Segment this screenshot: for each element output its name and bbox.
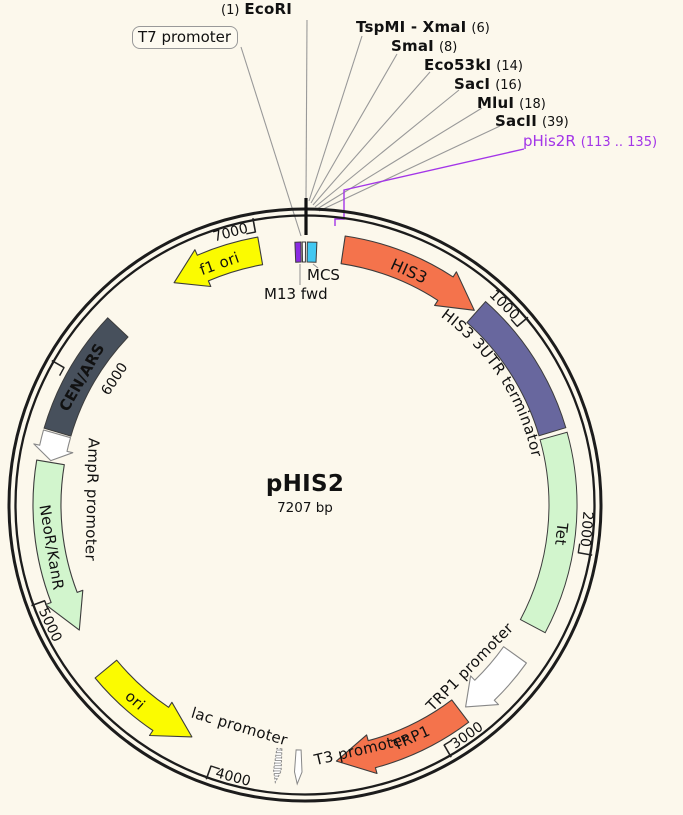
site-position: (39) xyxy=(541,115,569,130)
feature-tet[interactable] xyxy=(519,431,578,634)
leader-line-3 xyxy=(310,53,398,204)
plasmid-name: pHIS2 xyxy=(265,471,345,497)
site-label-sacii[interactable]: SacII (39) xyxy=(495,113,569,131)
tick-4000 xyxy=(205,765,212,780)
site-position: (6) xyxy=(471,21,490,36)
site-name: SacII xyxy=(495,112,537,130)
tick-6000 xyxy=(51,359,65,369)
site-position: (18) xyxy=(519,97,546,112)
site-label-saci[interactable]: SacI (16) xyxy=(454,76,522,94)
site-position: (8) xyxy=(438,40,458,55)
site-position: (14) xyxy=(496,59,523,74)
feature-label-lac-promoter: lac promoter xyxy=(189,704,290,750)
feature-ampr-promoter[interactable] xyxy=(33,429,74,462)
site-name: SacI xyxy=(454,75,491,93)
site-name: EcoRI xyxy=(244,0,292,18)
feature-mcs[interactable] xyxy=(306,241,318,263)
site-label-ecori[interactable]: (1) EcoRI xyxy=(221,1,292,19)
leader-line-2 xyxy=(308,35,363,202)
tick-foot-6000 xyxy=(59,367,65,376)
tick-foot-1000 xyxy=(510,318,518,327)
tick-foot-2000 xyxy=(577,543,581,553)
site-position: (1) xyxy=(221,3,240,18)
m13-fwd-label[interactable]: M13 fwd xyxy=(264,285,328,303)
site-name: MluI xyxy=(477,94,515,112)
leader-line-0 xyxy=(240,46,302,237)
feature-t3-promoter[interactable] xyxy=(293,749,303,786)
feature-ori[interactable] xyxy=(94,659,193,738)
mcs-label[interactable]: MCS xyxy=(307,266,340,284)
feature-trp1-promoter[interactable] xyxy=(465,646,527,708)
feature-neor-kanr[interactable] xyxy=(32,459,84,631)
feature-f1-ori[interactable] xyxy=(173,236,264,288)
site-name: SmaI xyxy=(391,37,434,55)
site-label-mlui[interactable]: MluI (18) xyxy=(477,95,546,113)
plasmid-title-block: pHIS2 7207 bp xyxy=(205,471,405,516)
feature-m13-fwd[interactable] xyxy=(294,241,302,263)
tick-1000 xyxy=(516,316,529,328)
feature-cen-ars[interactable] xyxy=(43,317,129,437)
site-position: (16) xyxy=(495,78,522,93)
tick-2000 xyxy=(577,551,593,556)
tick-foot-7000 xyxy=(246,231,256,235)
primer-label-phis2r[interactable]: pHis2R (113 .. 135) xyxy=(523,133,657,151)
leader-line-5 xyxy=(314,89,460,208)
feature-t7-promoter-site[interactable] xyxy=(301,241,307,263)
tick-foot-4000 xyxy=(210,765,220,770)
feature-lac-promoter[interactable] xyxy=(273,747,283,785)
feature-trp1[interactable] xyxy=(335,699,470,775)
tick-label-2000: 2000 xyxy=(577,511,596,548)
leader-line-6 xyxy=(316,107,483,210)
tick-foot-3000 xyxy=(443,739,453,746)
primer-position: (113 .. 135) xyxy=(580,135,658,150)
site-label-eco53ki[interactable]: Eco53kI (14) xyxy=(424,57,523,75)
t7-promoter-label[interactable]: T7 promoter xyxy=(132,26,239,49)
site-label-tspmi-xmai[interactable]: TspMI - XmaI (6) xyxy=(356,19,490,37)
primer-name: pHis2R xyxy=(523,132,576,150)
site-name: TspMI - XmaI xyxy=(356,18,467,36)
site-name: Eco53kI xyxy=(424,56,492,74)
plasmid-size: 7207 bp xyxy=(277,500,333,516)
leader-line-4 xyxy=(312,71,431,206)
site-label-smai[interactable]: SmaI (8) xyxy=(391,38,457,56)
feature-his3-3utr-terminator[interactable] xyxy=(466,300,567,437)
leader-line-1 xyxy=(305,19,308,200)
leader-line-9 xyxy=(312,263,319,269)
tick-5000 xyxy=(31,599,46,607)
tick-7000 xyxy=(252,218,257,233)
feature-label-ampr-promoter: AmpR promoter xyxy=(81,438,102,562)
tick-3000 xyxy=(443,744,452,758)
leader-line-7 xyxy=(318,125,501,212)
feature-his3[interactable] xyxy=(340,235,475,311)
feature-label-tet: Tet xyxy=(551,521,572,547)
